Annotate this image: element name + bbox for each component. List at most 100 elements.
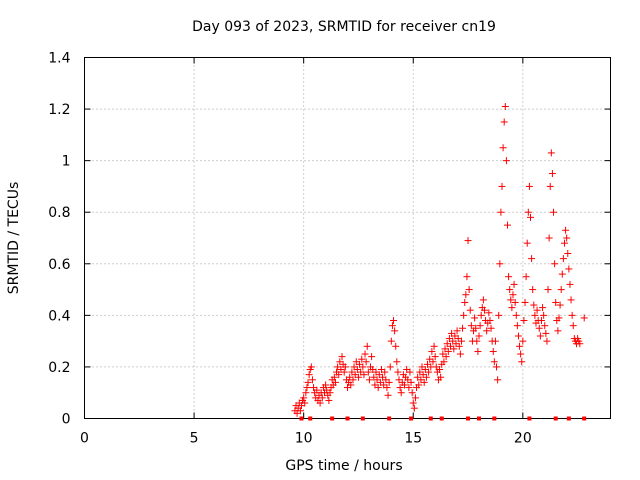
data-point <box>308 376 316 384</box>
data-point <box>393 358 401 366</box>
data-point <box>528 255 536 263</box>
data-point <box>524 208 532 216</box>
data-point <box>374 384 382 392</box>
data-point <box>485 309 493 317</box>
data-point <box>501 102 509 110</box>
data-point <box>436 366 444 374</box>
data-point <box>503 221 511 229</box>
data-point <box>467 322 475 330</box>
data-point <box>330 373 338 381</box>
data-point <box>551 260 559 268</box>
data-point <box>568 311 576 319</box>
data-point <box>442 353 450 361</box>
data-points <box>291 102 588 417</box>
x-tick-labels: 0 5 10 15 20 <box>80 431 532 447</box>
y-tick-label: 0.8 <box>48 205 70 221</box>
axis-markers <box>299 416 587 421</box>
data-point <box>463 273 471 281</box>
data-point <box>523 239 531 247</box>
data-point <box>406 368 414 376</box>
data-point <box>505 273 513 281</box>
x-tick-label: 5 <box>190 431 199 447</box>
data-point <box>359 363 367 371</box>
data-point <box>384 391 392 399</box>
data-point <box>307 363 315 371</box>
data-point <box>365 376 373 384</box>
data-point <box>497 208 505 216</box>
data-point <box>491 337 499 345</box>
data-point <box>400 381 408 389</box>
data-point <box>525 182 533 190</box>
data-point <box>388 322 396 330</box>
data-point <box>381 368 389 376</box>
data-point <box>471 314 479 322</box>
data-point <box>420 378 428 386</box>
y-tick-label: 1 <box>62 154 71 170</box>
data-point <box>565 265 573 273</box>
data-point <box>354 373 362 381</box>
data-point <box>305 371 313 379</box>
data-point <box>387 337 395 345</box>
data-point <box>301 399 309 407</box>
data-point <box>322 381 330 389</box>
axis-marker <box>330 416 335 421</box>
data-point <box>390 317 398 325</box>
data-point <box>544 286 552 294</box>
data-point <box>510 280 518 288</box>
data-point <box>498 182 506 190</box>
axis-marker <box>466 416 471 421</box>
data-point <box>520 317 528 325</box>
axis-ticks <box>84 57 611 419</box>
data-point <box>385 378 393 386</box>
data-point <box>509 291 517 299</box>
data-point <box>536 332 544 340</box>
data-point <box>558 270 566 278</box>
data-point <box>514 332 522 340</box>
data-point <box>460 311 468 319</box>
data-point <box>425 368 433 376</box>
data-point <box>533 306 541 314</box>
axis-marker <box>527 416 532 421</box>
axis-marker <box>360 416 365 421</box>
data-point <box>557 286 565 294</box>
y-tick-label: 0.6 <box>48 257 70 273</box>
data-point <box>552 298 560 306</box>
data-point <box>313 386 321 394</box>
y-axis-label: SRMTID / TECUs <box>6 182 22 295</box>
data-point <box>316 399 324 407</box>
data-point <box>325 396 333 404</box>
x-tick-label: 20 <box>514 431 532 447</box>
data-point <box>547 149 555 157</box>
data-point <box>386 363 394 371</box>
data-point <box>304 378 312 386</box>
data-point <box>531 311 539 319</box>
data-point <box>580 314 588 322</box>
data-point <box>440 358 448 366</box>
data-point <box>335 371 343 379</box>
data-point <box>527 213 535 221</box>
data-point <box>521 298 529 306</box>
data-point <box>457 337 465 345</box>
data-point <box>465 286 473 294</box>
data-point <box>542 329 550 337</box>
axis-marker <box>477 416 481 421</box>
data-point <box>522 273 530 281</box>
data-point <box>477 311 485 319</box>
data-point <box>519 337 527 345</box>
data-point <box>405 384 413 392</box>
data-point <box>495 311 503 319</box>
data-point <box>453 327 461 335</box>
data-point <box>455 342 463 350</box>
axis-marker <box>308 416 313 421</box>
data-point <box>362 358 370 366</box>
data-point <box>537 317 545 325</box>
data-point <box>535 324 543 332</box>
axis-marker <box>492 416 497 421</box>
data-point <box>475 332 483 340</box>
axis-marker <box>553 416 558 421</box>
data-point <box>563 234 571 242</box>
data-point <box>408 389 416 397</box>
data-point <box>516 342 524 350</box>
data-point <box>303 384 311 392</box>
data-point <box>529 286 537 294</box>
